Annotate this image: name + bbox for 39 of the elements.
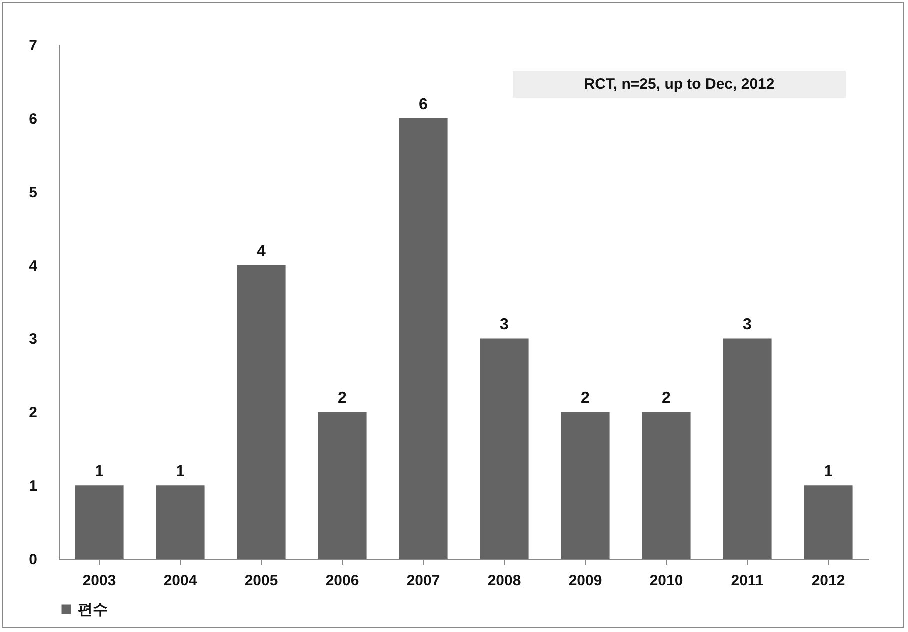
data-label: 3 <box>500 316 510 334</box>
data-label: 1 <box>95 464 104 481</box>
data-label: 2 <box>581 390 590 408</box>
y-tick-label: 3 <box>29 331 38 348</box>
x-tick-label: 2006 <box>326 572 360 590</box>
data-label: 2 <box>662 390 672 408</box>
y-tick-label: 4 <box>29 258 38 275</box>
legend-label: 편수 <box>78 602 108 618</box>
y-tick-label: 1 <box>29 478 38 496</box>
y-tick-label: 6 <box>29 110 38 128</box>
x-tick-label: 2008 <box>488 572 522 590</box>
bar <box>723 338 772 559</box>
bar <box>156 486 205 559</box>
y-tick-label: 5 <box>29 184 38 202</box>
x-tick-label: 2009 <box>568 572 602 590</box>
x-tick-label: 2011 <box>731 572 764 590</box>
data-label: 6 <box>419 96 428 114</box>
x-tick-label: 2003 <box>82 572 116 590</box>
x-tick-label: 2010 <box>650 572 684 590</box>
x-tick-label: 2012 <box>812 572 846 590</box>
data-label: 1 <box>824 464 834 481</box>
bar <box>561 412 610 559</box>
bar <box>399 118 448 559</box>
bar <box>237 265 286 559</box>
bar <box>804 486 853 559</box>
data-label: 1 <box>176 464 186 481</box>
data-label: 3 <box>743 316 752 334</box>
x-tick-label: 2005 <box>244 572 278 590</box>
y-tick-label: 2 <box>29 404 38 422</box>
data-label: 2 <box>338 390 348 408</box>
bar <box>642 412 691 559</box>
x-tick-label: 2004 <box>164 572 198 590</box>
bar <box>318 412 367 559</box>
y-tick-label: 0 <box>29 552 38 568</box>
data-label: 4 <box>257 243 266 260</box>
bar <box>75 486 124 559</box>
x-tick-label: 2007 <box>406 572 440 590</box>
bar <box>480 338 529 559</box>
y-tick-label: 7 <box>29 38 38 54</box>
